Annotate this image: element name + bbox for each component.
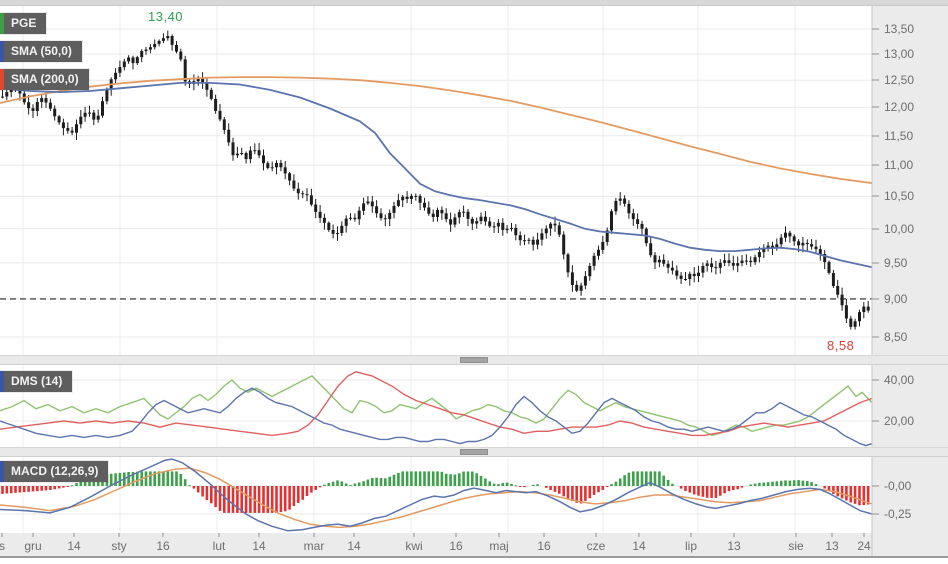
dms-adx-line [0,387,873,447]
axis-tick-label: lut [213,539,226,553]
axis-tick-label: 24 [857,539,871,553]
axis-tick-label: 14 [347,539,361,553]
axis-tick-label: 11,50 [884,129,913,143]
axis-tick-label: sie [788,539,804,553]
badge-accent [0,461,4,482]
badge-label: MACD (12,26,9) [11,464,99,478]
badge-label: SMA (50,0) [11,44,72,58]
badge-accent [0,41,4,62]
badge-instrument-pge[interactable]: PGE [0,13,47,34]
axis-tick-label: 14 [252,539,266,553]
axis-tick-label: 16 [156,539,170,553]
badge-accent [0,371,4,392]
badge-label: SMA (200,0) [11,72,79,86]
axis-tick-label: -0,00 [884,479,912,493]
panel-splitter-1[interactable] [0,355,948,365]
axis-tick-label: 13 [825,539,839,553]
badge-accent [0,13,4,34]
axis-tick-label: 16 [449,539,463,553]
axis-tick-label: 12,50 [884,73,914,87]
axis-tick-label: 14 [67,539,81,553]
axis-tick-label: 11,00 [884,158,913,172]
sma200-line [0,76,873,184]
badge-dms[interactable]: DMS (14) [0,371,73,392]
badge-label: DMS (14) [11,374,63,388]
axis-tick-label: 10,50 [884,189,914,203]
gridlines-layer [0,6,872,533]
price-axis[interactable]: 13,50 13,00 12,50 12,00 11,50 11,00 10,50 10,00… [872,22,914,521]
axis-tick-label: 13 [727,539,741,553]
badge-accent [0,69,4,90]
macd-histogram [1,471,870,513]
badge-macd[interactable]: MACD (12,26,9) [0,461,109,482]
axis-tick-label: gru [24,539,41,553]
axis-tick-label: -0,25 [884,507,912,521]
axis-tick-label: 14 [632,539,646,553]
badge-label: PGE [11,16,37,30]
macd-line [0,458,873,532]
axis-tick-label: maj [489,539,508,553]
panel-splitter-2[interactable] [0,447,948,457]
axis-tick-label: 12,00 [884,100,914,114]
sma50-line [0,82,873,269]
axis-tick-label: 40,00 [884,373,914,387]
axis-tick-label: 9,00 [884,292,908,306]
dms-minus-di-line [0,371,873,437]
axis-tick-label: 10,00 [884,222,914,236]
borders-layer [0,5,948,558]
axis-tick-label: 9,50 [884,256,908,270]
axis-tick-label: 8,50 [884,330,908,344]
axis-tick-label: 20,00 [884,414,914,428]
splitter-handle-icon[interactable] [460,357,488,363]
badge-sma50[interactable]: SMA (50,0) [0,41,82,62]
badge-sma200[interactable]: SMA (200,0) [0,69,89,90]
axis-tick-label: mar [304,539,325,553]
axis-tick-label: kwi [405,539,422,553]
axis-tick-label: lip [685,539,697,553]
low-price-annotation: 8,58 [827,338,855,353]
axis-tick-label: 16 [537,539,551,553]
axis-tick-label: sty [111,539,126,553]
time-axis[interactable]: s gru 14 sty 16 lut 14 mar 14 kwi 16 maj 16 cze 14 lip 1… [0,533,871,553]
high-price-annotation: 13,40 [148,9,184,24]
splitter-handle-icon[interactable] [460,449,488,455]
axis-tick-label: cze [587,539,606,553]
axis-tick-label: s [0,539,5,553]
axis-tick-label: 13,50 [884,22,914,36]
axis-tick-label: 13,00 [884,47,914,61]
